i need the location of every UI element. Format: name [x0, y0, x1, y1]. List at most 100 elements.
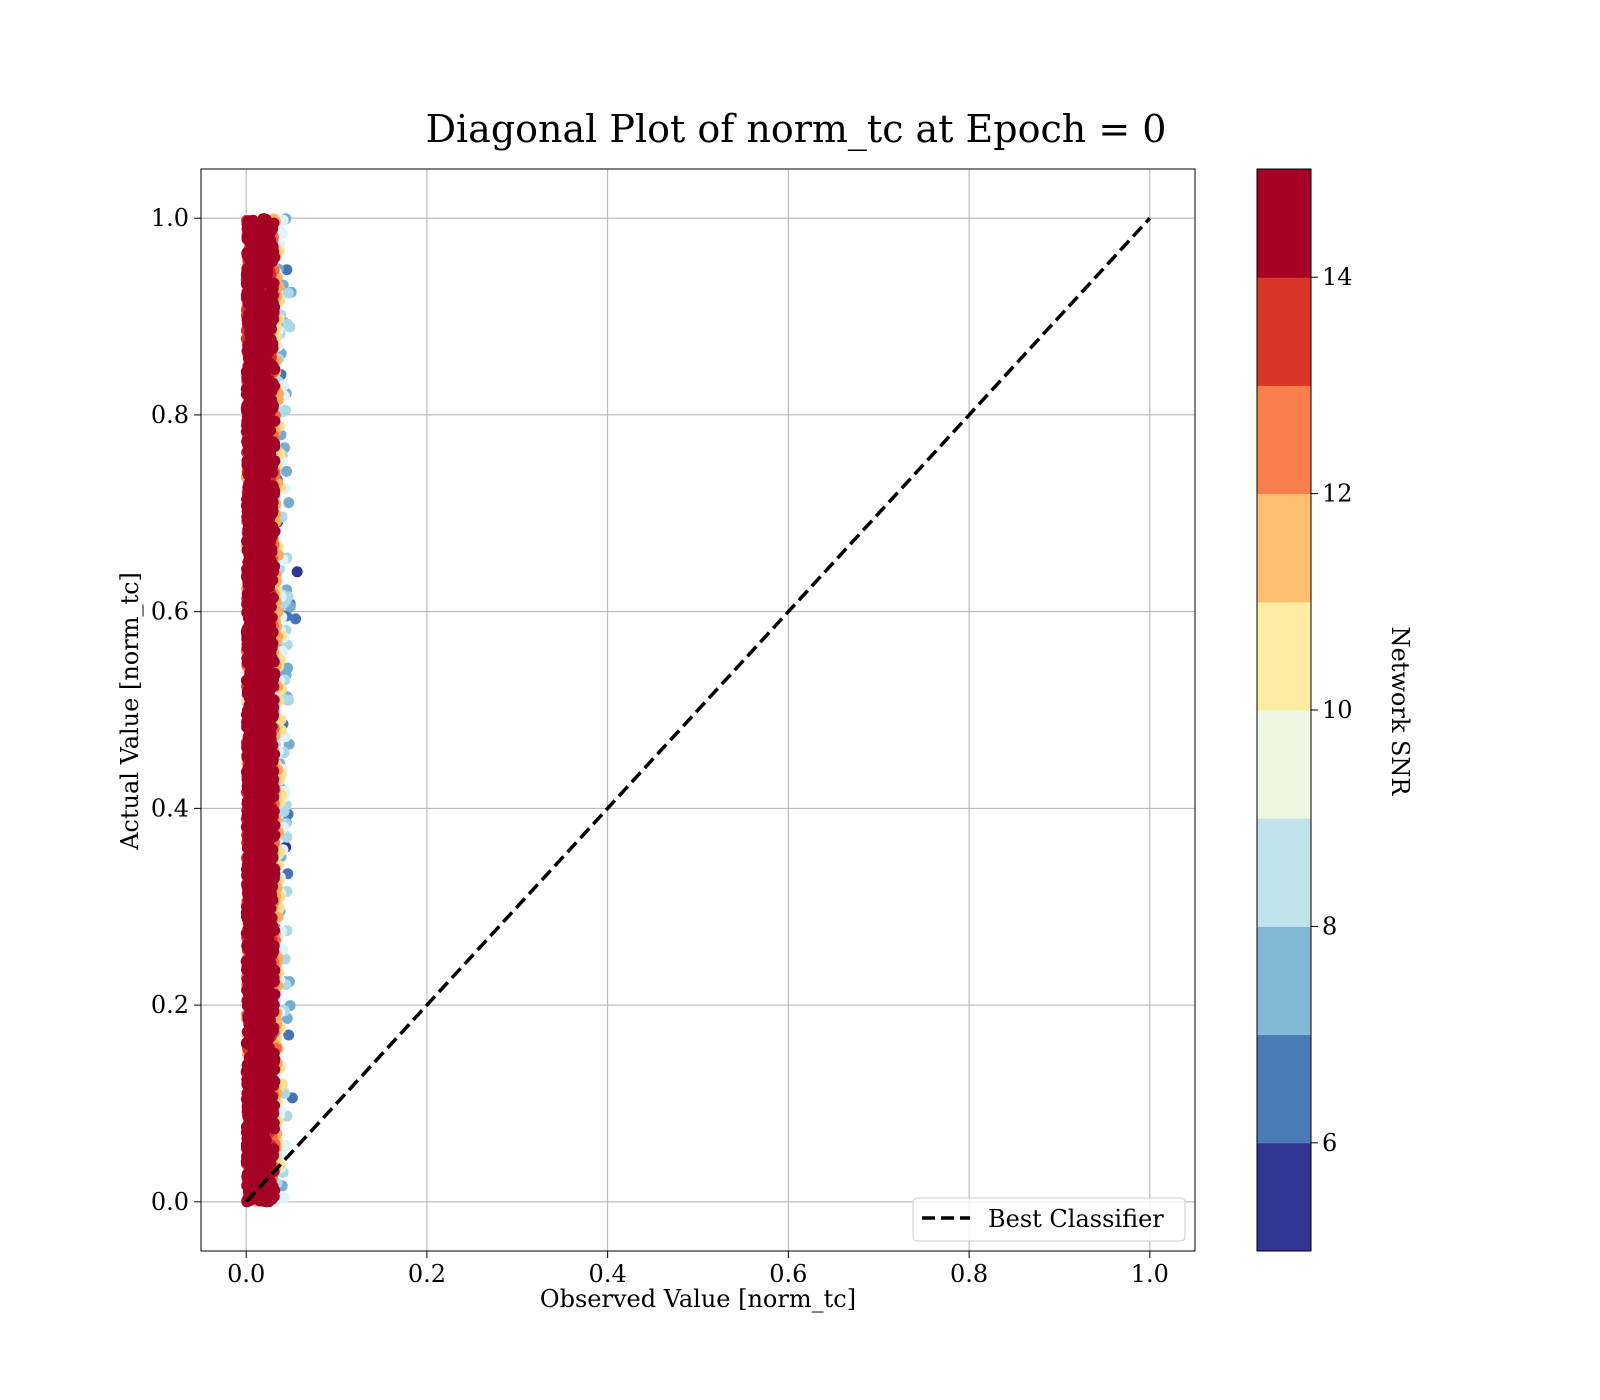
- scatter-point: [267, 1181, 279, 1193]
- scatter-point: [269, 525, 281, 537]
- scatter-point: [241, 770, 253, 782]
- scatter-point: [255, 1014, 267, 1026]
- scatter-point: [269, 251, 281, 263]
- scatter-point: [261, 334, 272, 346]
- scatter-point: [279, 404, 291, 416]
- scatter-point: [248, 1165, 260, 1177]
- scatter-point: [255, 1038, 266, 1050]
- scatter-point: [257, 623, 269, 635]
- scatter-point: [263, 418, 275, 430]
- scatter-points: [240, 213, 303, 1208]
- scatter-point: [248, 1116, 260, 1128]
- scatter-point: [267, 377, 279, 389]
- scatter-point: [277, 943, 289, 955]
- scatter-point: [242, 1068, 254, 1080]
- scatter-point: [253, 233, 265, 245]
- scatter-point: [245, 372, 257, 383]
- scatter-point: [241, 798, 253, 810]
- scatter-point: [241, 860, 253, 872]
- scatter-point: [256, 510, 268, 522]
- scatter-point: [256, 1128, 268, 1140]
- scatter-point: [253, 378, 265, 390]
- scatter-point: [261, 441, 273, 453]
- scatter-point: [267, 1091, 279, 1103]
- scatter-point: [264, 670, 276, 681]
- scatter-point: [240, 1037, 252, 1049]
- scatter-point: [244, 385, 256, 397]
- scatter-point: [248, 932, 260, 944]
- scatter-point: [248, 807, 260, 819]
- scatter-point: [268, 277, 280, 289]
- scatter-point: [269, 455, 281, 467]
- scatter-point: [291, 566, 303, 578]
- scatter-point: [263, 1072, 275, 1084]
- scatter-point: [266, 546, 278, 558]
- scatter-point: [262, 701, 274, 713]
- scatter-point: [282, 318, 294, 330]
- scatter-point: [251, 891, 263, 903]
- scatter-point: [246, 509, 258, 521]
- scatter-point: [243, 579, 255, 590]
- scatter-point: [254, 833, 265, 845]
- scatter-point: [256, 1155, 267, 1167]
- scatter-point: [269, 1053, 281, 1065]
- scatter-point: [241, 720, 253, 731]
- scatter-point: [247, 920, 259, 932]
- chart-title: Diagonal Plot of norm_tc at Epoch = 0: [426, 107, 1167, 152]
- scatter-point: [264, 1043, 276, 1055]
- scatter-point: [250, 771, 262, 783]
- scatter-point: [261, 1003, 273, 1015]
- scatter-point: [244, 500, 255, 512]
- scatter-point: [247, 327, 259, 339]
- scatter-point: [262, 847, 274, 859]
- scatter-point: [265, 657, 277, 668]
- scatter-point: [262, 358, 273, 370]
- scatter-point: [269, 748, 281, 760]
- scatter-point: [257, 764, 269, 776]
- scatter-point: [243, 965, 255, 977]
- scatter-point: [251, 851, 263, 863]
- grid-lines: [201, 169, 1195, 1251]
- scatter-point: [253, 400, 265, 412]
- scatter-point: [253, 668, 265, 680]
- scatter-point: [242, 850, 254, 862]
- scatter-point: [248, 570, 260, 582]
- scatter-point: [259, 973, 271, 985]
- scatter-point: [281, 465, 293, 477]
- scatter-point: [246, 1011, 258, 1023]
- scatter-point: [267, 776, 279, 788]
- scatter-point: [258, 525, 270, 537]
- scatter-point: [249, 218, 261, 229]
- scatter-point: [266, 323, 277, 335]
- scatter-point: [241, 436, 253, 447]
- scatter-point: [250, 691, 262, 703]
- scatter-point: [243, 561, 255, 572]
- scatter-point: [247, 729, 258, 741]
- scatter-point: [263, 1113, 275, 1125]
- scatter-point: [249, 284, 261, 296]
- scatter-point: [251, 645, 263, 657]
- scatter-point: [267, 501, 278, 513]
- scatter-point: [265, 734, 277, 746]
- scatter-point: [254, 364, 266, 376]
- scatter-point: [244, 1155, 256, 1167]
- scatter-point: [261, 602, 273, 613]
- scatter-point: [244, 401, 256, 413]
- scatter-point: [242, 342, 254, 354]
- scatter-point: [258, 553, 270, 565]
- scatter-point: [260, 639, 272, 651]
- scatter-point: [290, 613, 302, 625]
- scatter-point: [245, 488, 257, 499]
- scatter-point: [268, 400, 279, 412]
- scatter-point: [243, 839, 255, 851]
- scatter-point: [251, 1096, 263, 1108]
- scatter-point: [260, 428, 272, 440]
- scatter-point: [257, 270, 269, 282]
- scatter-point: [268, 765, 280, 777]
- scatter-point: [283, 497, 295, 509]
- scatter-point: [247, 305, 259, 317]
- scatter-point: [283, 1029, 295, 1041]
- scatter-point: [267, 290, 279, 301]
- scatter-point: [263, 346, 275, 358]
